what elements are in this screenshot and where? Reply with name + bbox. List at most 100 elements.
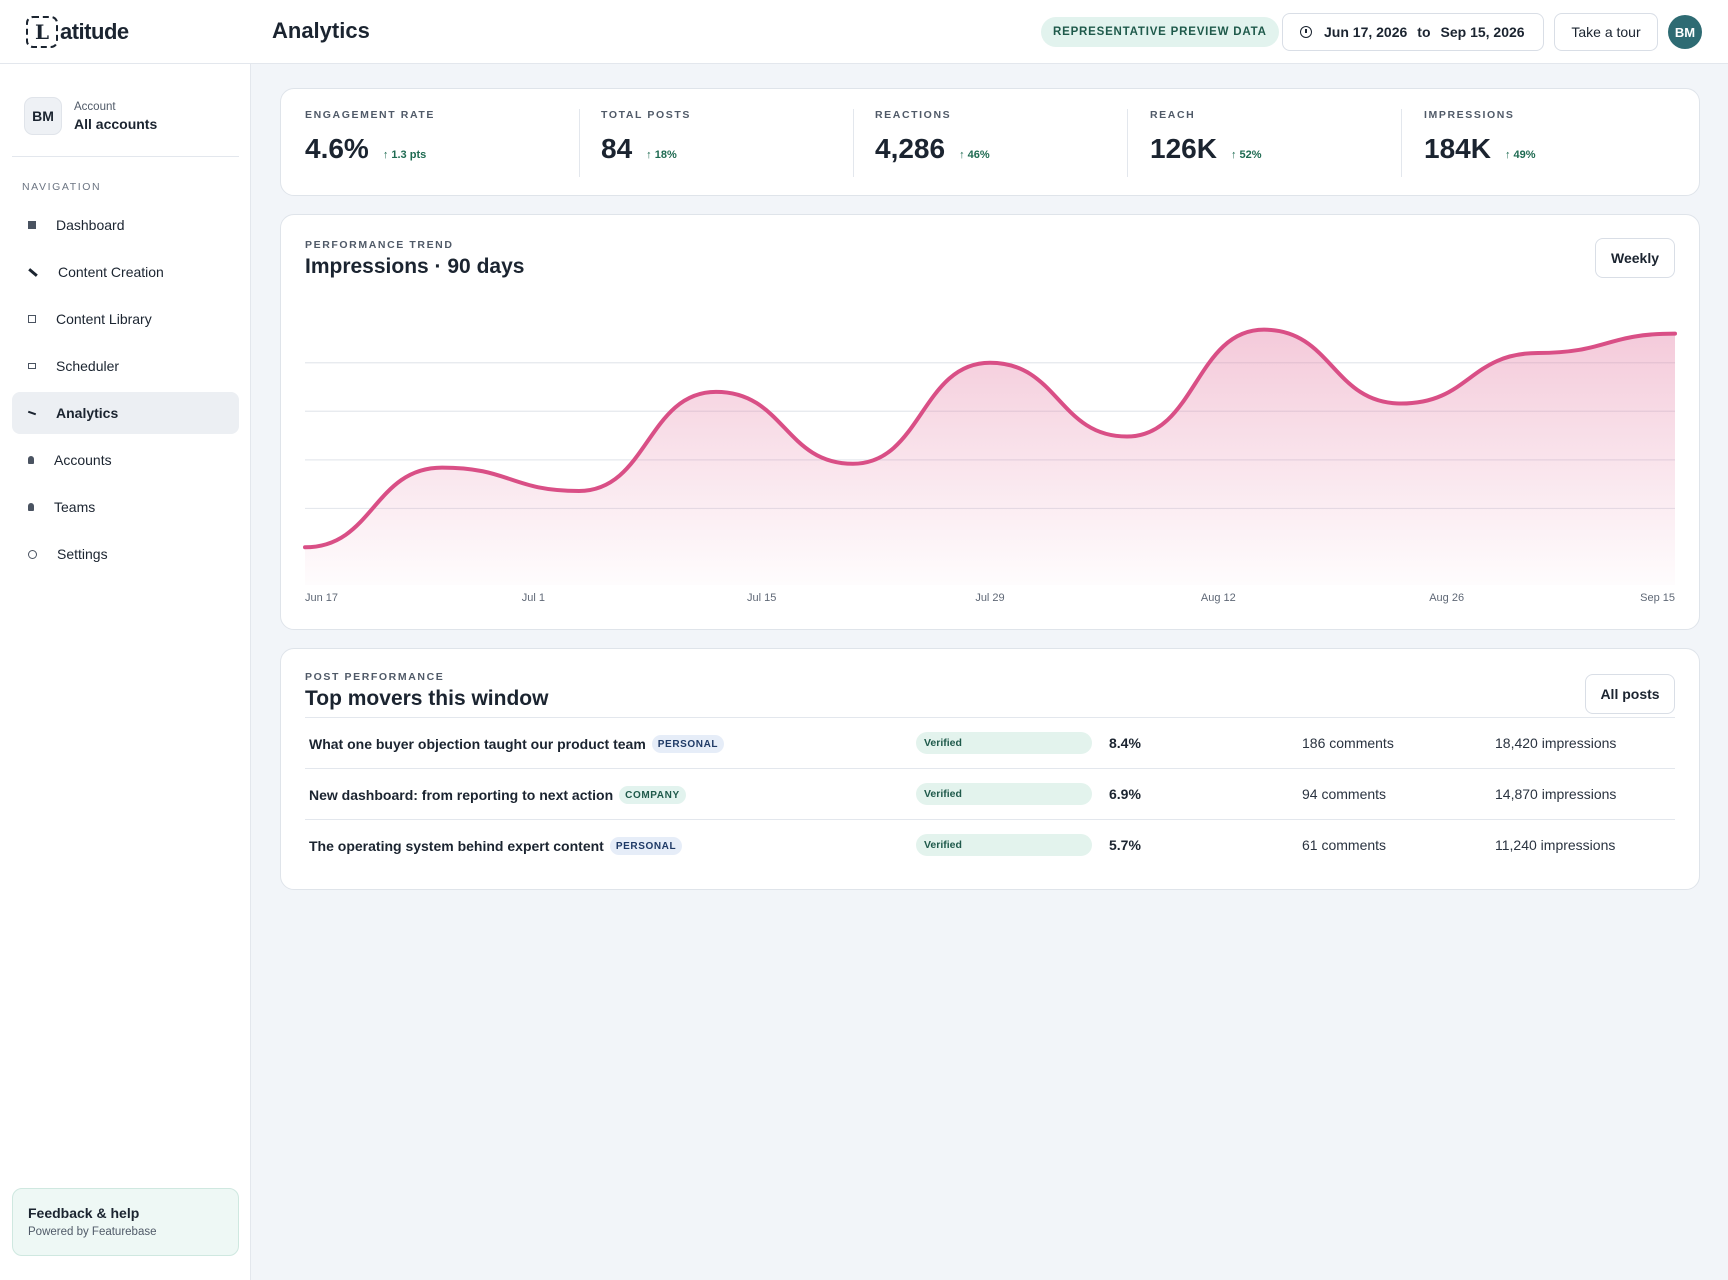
post-tag: PERSONAL [609, 837, 683, 855]
engagement-rate: 8.4% [1109, 735, 1141, 751]
post-row[interactable]: The operating system behind expert conte… [305, 819, 1675, 870]
metric-value: 4.6% [305, 133, 369, 164]
trend-eyebrow: PERFORMANCE TREND [305, 239, 454, 251]
x-tick-label: Jul 15 [747, 592, 776, 604]
sidebar-item-label: Content Creation [58, 264, 164, 280]
calendar-icon [28, 363, 36, 369]
post-list: What one buyer objection taught our prod… [305, 717, 1675, 870]
all-posts-button[interactable]: All posts [1585, 674, 1675, 714]
metric-label: REACH [1150, 109, 1196, 121]
sidebar-item-label: Content Library [56, 311, 152, 327]
date-to: Sep 15, 2026 [1440, 24, 1525, 40]
metric-value: 84 [601, 133, 633, 164]
metric-value: 4,286 [875, 133, 946, 164]
metric-divider [1401, 109, 1402, 177]
x-tick-label: Aug 26 [1429, 592, 1464, 604]
x-tick-label: Aug 12 [1201, 592, 1236, 604]
dashboard-icon [28, 221, 36, 229]
analytics-icon [27, 410, 37, 416]
metric-value: 184K [1424, 133, 1491, 164]
post-tag: COMPANY [619, 786, 686, 804]
sidebar-item-accounts[interactable]: Accounts [12, 439, 239, 481]
metric-delta: ↑ 18% [646, 149, 677, 161]
top-bar: L atitude Analytics REPRESENTATIVE PREVI… [0, 0, 1728, 64]
metric-reach: REACH 126K ↑ 52% [1150, 109, 1262, 179]
x-tick-label: Jul 29 [975, 592, 1004, 604]
sidebar-divider [12, 156, 239, 157]
person-icon [28, 456, 34, 464]
post-tag: PERSONAL [651, 735, 725, 753]
sidebar-item-teams[interactable]: Teams [12, 486, 239, 528]
sidebar-nav: Dashboard Content Creation Content Libra… [12, 204, 239, 580]
account-switcher[interactable]: BM Account All accounts [24, 97, 157, 135]
metric-delta: ↑ 1.3 pts [382, 149, 427, 161]
post-title[interactable]: The operating system behind expert conte… [309, 838, 604, 854]
x-tick-label: Jun 17 [305, 592, 338, 604]
metric-delta: ↑ 46% [959, 149, 990, 161]
metric-divider [1127, 109, 1128, 177]
library-icon [28, 315, 36, 323]
impressions-count: 18,420 impressions [1495, 735, 1617, 751]
app-logo[interactable]: L atitude [26, 16, 129, 48]
granularity-weekly-button[interactable]: Weekly [1595, 238, 1675, 278]
impressions-count: 11,240 impressions [1495, 837, 1616, 853]
account-label: Account [74, 100, 116, 113]
metric-divider [853, 109, 854, 177]
logo-icon: L [26, 16, 58, 48]
sidebar-item-dashboard[interactable]: Dashboard [12, 204, 239, 246]
user-avatar[interactable]: BM [1668, 15, 1702, 49]
post-row[interactable]: What one buyer objection taught our prod… [305, 717, 1675, 768]
metric-label: TOTAL POSTS [601, 109, 691, 121]
impressions-line [303, 327, 1677, 550]
performance-trend-card: Jun 17 Jul 1 Jul 15 Jul 29 Aug 12 Aug 26 Sep 1… [280, 214, 1700, 630]
metric-label: ENGAGEMENT RATE [305, 109, 435, 121]
sidebar-item-content-library[interactable]: Content Library [12, 298, 239, 340]
sidebar-item-settings[interactable]: Settings [12, 533, 239, 575]
sidebar-item-scheduler[interactable]: Scheduler [12, 345, 239, 387]
comments-count: 61 comments [1302, 837, 1387, 853]
sidebar: BM Account All accounts NAVIGATION Dashb… [0, 64, 251, 1280]
post-row[interactable]: New dashboard: from reporting to next ac… [305, 768, 1675, 819]
metric-impressions: IMPRESSIONS 184K ↑ 49% [1424, 109, 1536, 179]
metrics-card: ENGAGEMENT RATE 4.6% ↑ 1.3 pts TOTAL POS… [280, 88, 1700, 196]
x-tick-label: Sep 15 [1640, 592, 1675, 604]
post-title[interactable]: New dashboard: from reporting to next ac… [309, 787, 614, 803]
metric-label: IMPRESSIONS [1424, 109, 1515, 121]
metric-total-posts: TOTAL POSTS 84 ↑ 18% [601, 109, 691, 179]
posts-title: Top movers this window [305, 687, 549, 710]
help-title: Feedback & help [28, 1205, 140, 1221]
status-badge: Verified [916, 783, 1092, 805]
metric-label: REACTIONS [875, 109, 952, 121]
page-title: Analytics [272, 18, 370, 43]
post-performance-card: POST PERFORMANCE Top movers this window … [280, 648, 1700, 890]
metric-reactions: REACTIONS 4,286 ↑ 46% [875, 109, 990, 179]
help-subtitle: Powered by Featurebase [28, 1226, 157, 1238]
take-tour-button[interactable]: Take a tour [1554, 13, 1658, 51]
impressions-count: 14,870 impressions [1495, 786, 1617, 802]
sidebar-item-label: Accounts [54, 452, 112, 468]
metric-engagement-rate: ENGAGEMENT RATE 4.6% ↑ 1.3 pts [305, 109, 435, 179]
sidebar-item-content-creation[interactable]: Content Creation [12, 251, 239, 293]
preview-data-badge: REPRESENTATIVE PREVIEW DATA [1041, 17, 1279, 47]
metric-delta: ↑ 49% [1504, 149, 1536, 161]
engagement-rate: 6.9% [1109, 786, 1141, 802]
date-range-picker[interactable]: Jun 17, 2026 to Sep 15, 2026 [1282, 13, 1544, 51]
sidebar-item-analytics[interactable]: Analytics [12, 392, 239, 434]
metric-delta: ↑ 52% [1230, 149, 1262, 161]
gear-icon [28, 549, 37, 559]
account-name: All accounts [74, 115, 158, 132]
comments-count: 94 comments [1302, 786, 1387, 802]
trend-title: Impressions · 90 days [305, 255, 525, 278]
sidebar-item-label: Analytics [56, 405, 119, 421]
feedback-help-widget[interactable]: Feedback & help Powered by Featurebase [12, 1188, 239, 1256]
sidebar-item-label: Dashboard [56, 217, 125, 233]
posts-eyebrow: POST PERFORMANCE [305, 671, 445, 683]
status-badge: Verified [916, 732, 1092, 754]
sidebar-item-label: Settings [57, 546, 108, 562]
sidebar-item-label: Teams [54, 499, 96, 515]
date-from: Jun 17, 2026 [1324, 24, 1408, 40]
x-tick-label: Jul 1 [522, 592, 545, 604]
post-title[interactable]: What one buyer objection taught our prod… [309, 736, 646, 752]
impressions-area [305, 329, 1675, 585]
comments-count: 186 comments [1302, 735, 1394, 751]
